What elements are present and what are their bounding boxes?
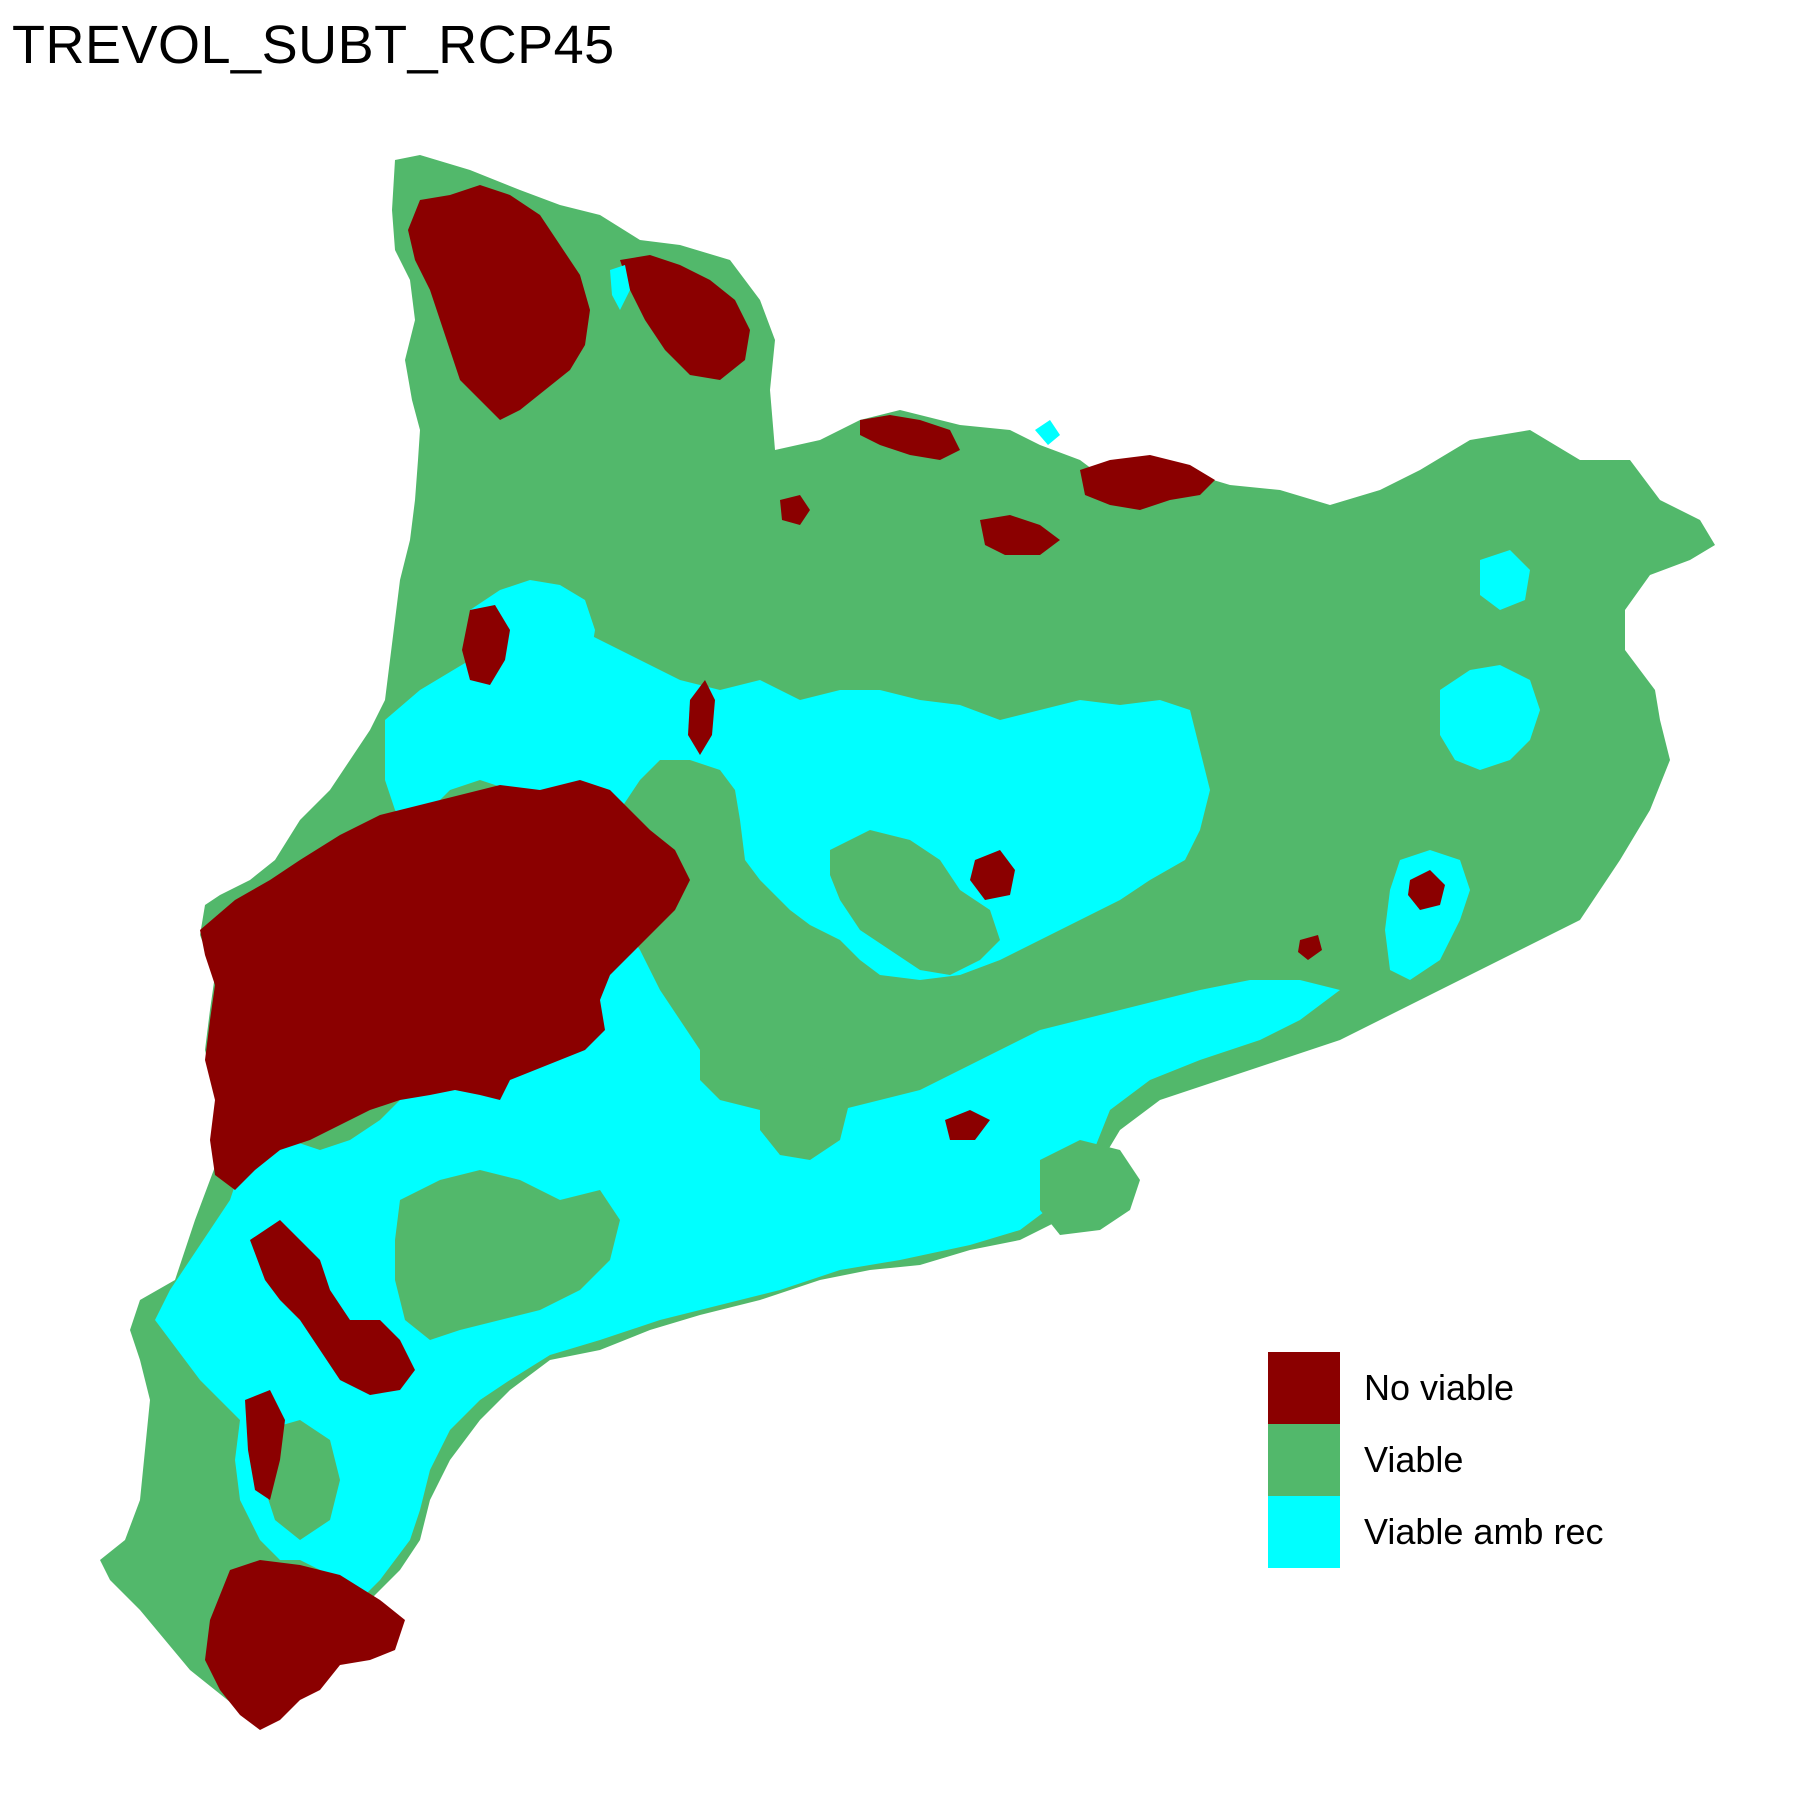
legend-swatch-no-viable <box>1268 1352 1340 1424</box>
legend-item-viable: Viable <box>1268 1424 1603 1496</box>
region-no-viable-montsant <box>250 1220 415 1395</box>
map-title: TREVOL_SUBT_RCP45 <box>12 15 615 75</box>
region-no-viable-segarra <box>200 780 690 1190</box>
region-viable-amb-rec-northeast <box>1440 665 1540 770</box>
map-legend: No viable Viable Viable amb rec <box>1268 1352 1603 1568</box>
region-no-viable-lleida-spot <box>688 680 715 755</box>
region-no-viable-tortosa <box>245 1390 285 1500</box>
legend-item-viable-amb-rec: Viable amb rec <box>1268 1496 1603 1568</box>
region-no-viable-solsones <box>980 515 1060 555</box>
region-no-viable-pyrenees-west <box>408 185 590 420</box>
legend-label-viable-amb-rec: Viable amb rec <box>1364 1511 1604 1552</box>
region-viable-central-hills <box>830 830 1000 975</box>
legend-item-no-viable: No viable <box>1268 1352 1603 1424</box>
region-viable-amb-rec-pond <box>610 265 630 310</box>
region-viable-amb-rec-east-coast <box>1385 850 1470 980</box>
region-no-viable-montserrat <box>970 850 1015 900</box>
region-viable-amb-rec-garrotxa <box>1480 550 1530 610</box>
legend-swatch-viable <box>1268 1424 1340 1496</box>
legend-swatch-viable-amb-rec <box>1268 1496 1340 1568</box>
region-no-viable-coast-spot <box>1298 935 1322 960</box>
region-viable-amb-rec-isle <box>1035 420 1060 445</box>
legend-label-viable: Viable <box>1364 1439 1464 1480</box>
region-no-viable-berga <box>780 495 810 525</box>
region-no-viable-south-spot <box>945 1110 990 1140</box>
region-no-viable-north-block <box>462 605 510 685</box>
region-no-viable-pyrenees-central <box>620 255 750 380</box>
region-no-viable-montseny <box>1408 870 1445 910</box>
region-viable-south-hills <box>760 1060 850 1160</box>
region-no-viable-pyrenees-east <box>860 415 960 460</box>
region-viable-coast-hills <box>1040 1140 1140 1235</box>
legend-label-no-viable: No viable <box>1364 1367 1515 1408</box>
region-no-viable-ripolles <box>1080 455 1215 510</box>
region-viable-ebre-hills <box>262 1420 340 1540</box>
region-viable-amb-rec-central <box>155 620 1340 1600</box>
region-viable-southwest-hills <box>395 1170 620 1340</box>
region-no-viable-ports <box>205 1560 405 1730</box>
